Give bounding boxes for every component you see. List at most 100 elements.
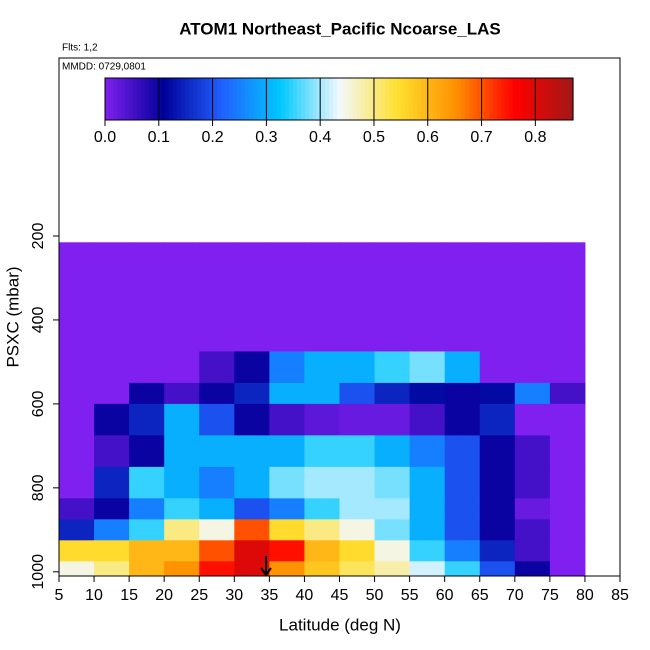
x-tick-label: 5 (55, 587, 64, 604)
heatmap-cell (374, 540, 411, 562)
heatmap-cell (549, 403, 586, 436)
heatmap-cell (59, 498, 95, 520)
colorbar-tick-label: 0.0 (94, 129, 116, 146)
heatmap-cell (374, 519, 411, 541)
colorbar-segment (497, 78, 502, 120)
colorbar-segment (477, 78, 482, 120)
colorbar-segment (281, 78, 286, 120)
colorbar-segment (285, 78, 290, 120)
heatmap-cell (234, 403, 270, 436)
heatmap-cell (164, 435, 200, 468)
colorbar-segment (337, 78, 342, 120)
colorbar-segment (297, 78, 302, 120)
heatmap-cell (374, 242, 411, 352)
colorbar-segment (529, 78, 534, 120)
colorbar-segment (405, 78, 410, 120)
colorbar-segment (153, 78, 158, 120)
colorbar-segment (353, 78, 358, 120)
heatmap-cell (514, 519, 551, 541)
colorbar-segment (193, 78, 198, 120)
heatmap-cell (514, 351, 551, 384)
colorbar-segment (237, 78, 242, 120)
heatmap-cell (59, 435, 95, 468)
heatmap-cell (549, 242, 586, 352)
arrow (260, 556, 272, 577)
colorbar-segment (333, 78, 338, 120)
heatmap-cell (409, 382, 446, 405)
colorbar-tick-label: 0.1 (148, 129, 170, 146)
heatmap-cell (479, 466, 516, 499)
colorbar-segment (481, 78, 486, 120)
colorbar-segment (341, 78, 346, 120)
colorbar-segment (453, 78, 458, 120)
heatmap-cell (199, 540, 235, 562)
heatmap-cell (199, 561, 235, 577)
heatmap-cell (409, 498, 446, 520)
heatmap-cell (409, 466, 446, 499)
colorbar-segment (233, 78, 238, 120)
heatmap-cell (409, 242, 446, 352)
colorbar-tick-label: 0.6 (417, 129, 439, 146)
heatmap-cell (129, 561, 165, 577)
heatmap-cell (339, 561, 376, 577)
heatmap-cell (199, 498, 235, 520)
heatmap-cell (304, 466, 340, 499)
heatmap-cell (304, 498, 340, 520)
colorbar-segment (541, 78, 546, 120)
colorbar-segment (177, 78, 182, 120)
colorbar-segment (269, 78, 274, 120)
heatmap-cell (339, 466, 376, 499)
heatmap-cell (514, 435, 551, 468)
colorbar-segment (301, 78, 306, 120)
colorbar-segment (165, 78, 170, 120)
colorbar-segment (413, 78, 418, 120)
heatmap-cell (234, 540, 270, 562)
colorbar-segment (561, 78, 566, 120)
colorbar-segment (361, 78, 366, 120)
heatmap-cell (269, 540, 305, 562)
colorbar-segment (325, 78, 330, 120)
heatmap-cell (94, 540, 130, 562)
heatmap-cell (164, 351, 200, 384)
heatmap-cell (129, 242, 165, 352)
colorbar-segment (509, 78, 514, 120)
heatmap-cell (549, 519, 586, 541)
heatmap-cell (304, 351, 340, 384)
heatmap-cell (444, 540, 481, 562)
colorbar-segment (125, 78, 130, 120)
heatmap-cell (59, 403, 95, 436)
heatmap-cell (164, 561, 200, 577)
x-tick-label: 25 (190, 587, 208, 604)
heatmap-cell (164, 540, 200, 562)
x-tick-label: 80 (576, 587, 594, 604)
heatmap-cell (129, 540, 165, 562)
colorbar-segment (293, 78, 298, 120)
heatmap-cell (339, 540, 376, 562)
colorbar-segment (429, 78, 434, 120)
heatmap-cell (479, 498, 516, 520)
colorbar-segment (421, 78, 426, 120)
heatmap-cell (479, 519, 516, 541)
colorbar-segment (401, 78, 406, 120)
heatmap-cell (199, 242, 235, 352)
heatmap-cell (164, 403, 200, 436)
heatmap-cell (409, 403, 446, 436)
colorbar-segment (109, 78, 114, 120)
heatmap-cell (304, 435, 340, 468)
colorbar-tick-label: 0.5 (363, 129, 385, 146)
colorbar-segment (321, 78, 326, 120)
heatmap-cell (304, 519, 340, 541)
heatmap-cell (94, 403, 130, 436)
colorbar-segment (141, 78, 146, 120)
heatmap-cell (164, 382, 200, 405)
colorbar-segment (145, 78, 150, 120)
colorbar-tick-label: 0.3 (255, 129, 277, 146)
heatmap-cell (304, 540, 340, 562)
heatmap-cell (234, 519, 270, 541)
colorbar-segment (493, 78, 498, 120)
heatmap-cell (339, 435, 376, 468)
colorbar-segment (517, 78, 522, 120)
heatmap-cell (234, 435, 270, 468)
heatmap-cell (269, 351, 305, 384)
x-tick-label: 15 (120, 587, 138, 604)
